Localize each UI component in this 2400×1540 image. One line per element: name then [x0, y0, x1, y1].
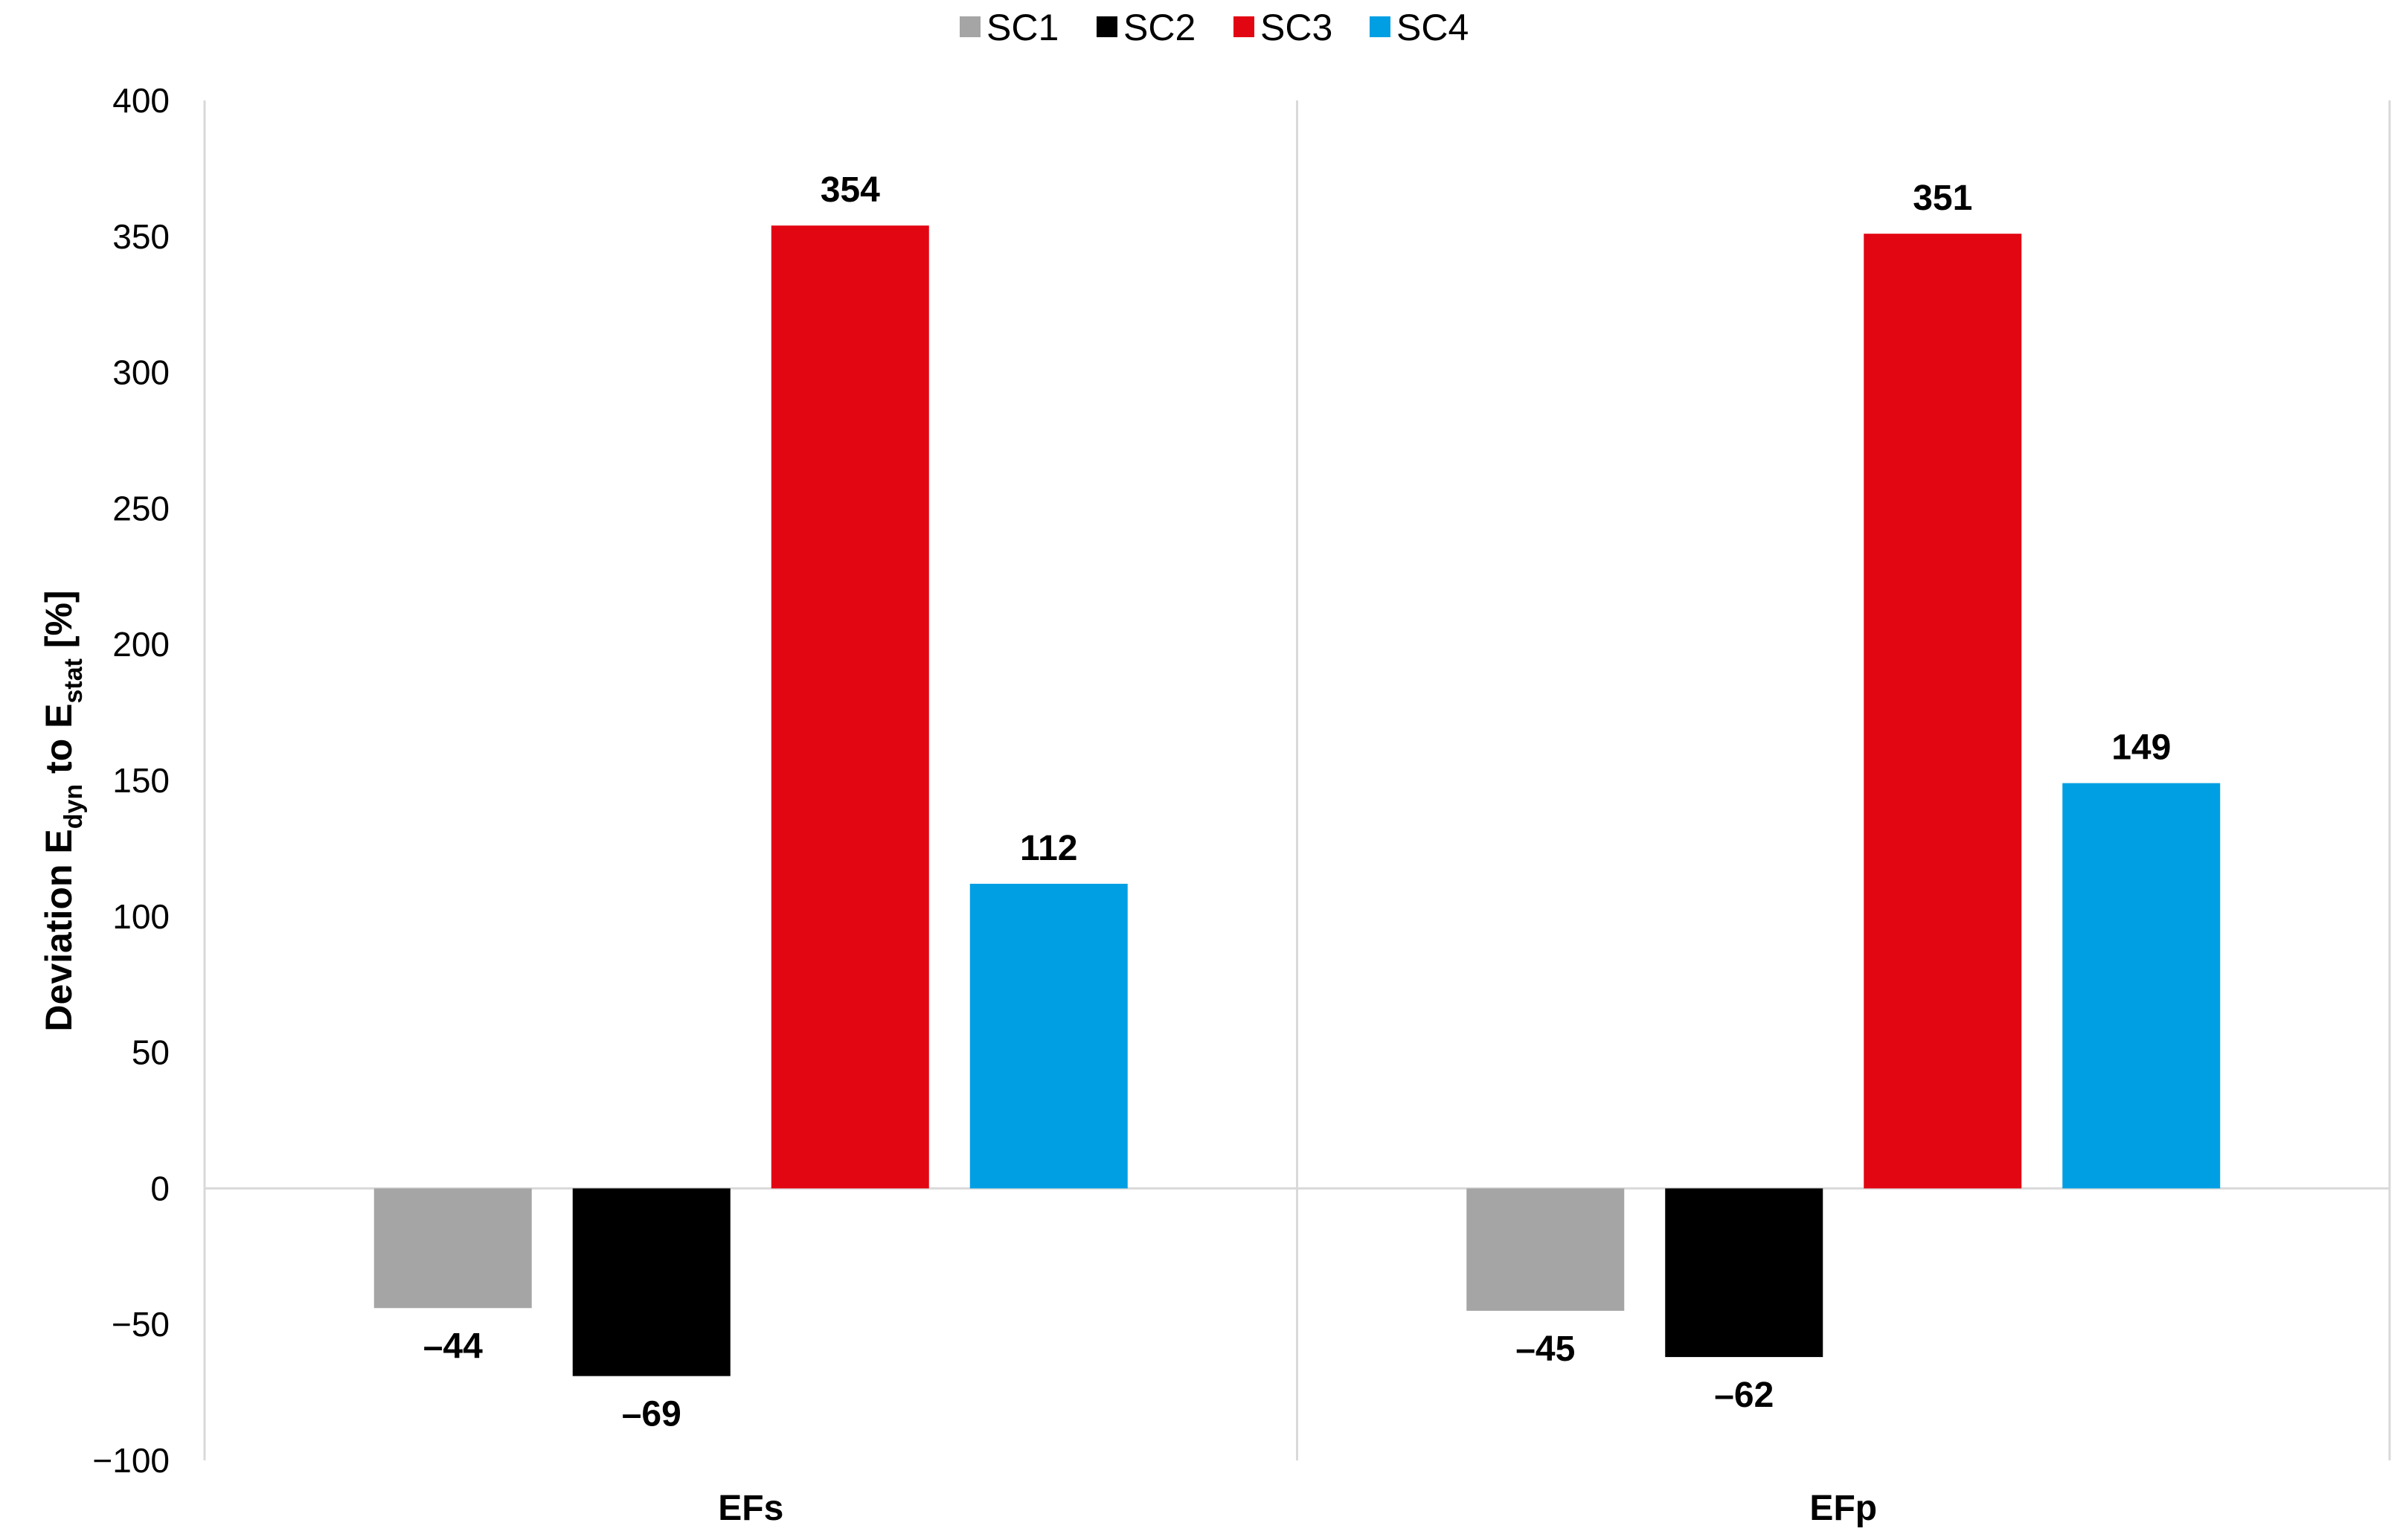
data-label: 351: [1913, 179, 1972, 218]
bar-sc2: [1665, 1188, 1823, 1358]
legend-label: SC1: [986, 7, 1059, 48]
y-tick-label: 0: [150, 1169, 170, 1207]
data-label: –62: [1714, 1376, 1774, 1415]
legend-swatch: [1370, 16, 1390, 37]
bar-sc3: [771, 225, 929, 1189]
y-tick-label: 350: [112, 217, 170, 256]
legend: SC1 SC2 SC3 SC4: [960, 7, 1469, 48]
legend-label: SC4: [1396, 7, 1469, 48]
bar-sc1: [1466, 1188, 1625, 1311]
legend-swatch: [1233, 16, 1254, 37]
legend-swatch: [1097, 16, 1117, 37]
bar-sc2: [572, 1188, 731, 1376]
y-tick-label: 50: [132, 1033, 170, 1072]
y-tick-label: 400: [112, 81, 170, 120]
axes: 400 350 300 250 200 150 100 50 0 −50 −100 EFs EFp: [92, 81, 2391, 1528]
bar-sc1: [373, 1188, 532, 1309]
data-labels: –44 –69 354 112 –45 –62 351 149: [423, 170, 2172, 1434]
y-tick-label: 250: [112, 489, 170, 527]
y-tick-label: −50: [112, 1305, 170, 1344]
y-tick-label: 200: [112, 625, 170, 664]
y-tick-label: 100: [112, 897, 170, 936]
bar-sc4: [2062, 783, 2221, 1189]
x-category-label: EFp: [1809, 1489, 1877, 1528]
x-category-label: EFs: [718, 1489, 783, 1528]
data-label: –44: [423, 1326, 483, 1366]
y-tick-label: 150: [112, 761, 170, 800]
data-label: 354: [821, 170, 880, 210]
data-label: 112: [1020, 829, 1077, 868]
y-tick-label: −100: [92, 1441, 170, 1480]
y-tick-label: 300: [112, 353, 170, 392]
bar-sc3: [1864, 234, 2022, 1189]
legend-label: SC2: [1123, 7, 1196, 48]
data-label: 149: [2111, 728, 2171, 768]
bar-sc4: [969, 883, 1128, 1189]
data-label: –69: [622, 1395, 681, 1434]
data-label: –45: [1515, 1329, 1575, 1369]
bars: [373, 225, 2221, 1376]
legend-label: SC3: [1260, 7, 1332, 48]
legend-swatch: [960, 16, 981, 37]
y-axis-title: Deviation Edyn to Estat [%]: [38, 590, 88, 1031]
